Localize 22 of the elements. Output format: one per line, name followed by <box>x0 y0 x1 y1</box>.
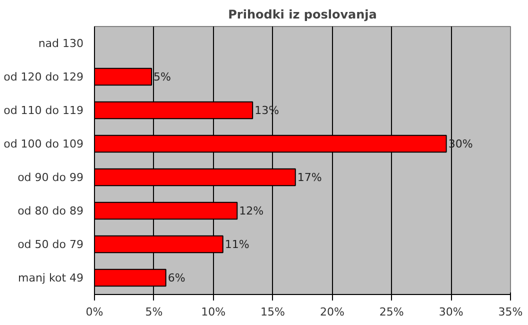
x-tick-label: 5% <box>145 306 163 318</box>
data-label: 12% <box>239 204 264 218</box>
chart-title: Prihodki iz poslovanja <box>228 8 377 22</box>
x-tick-label: 35% <box>498 306 523 318</box>
y-tick-label: od 90 do 99 <box>18 170 84 184</box>
y-tick-label: od 80 do 89 <box>18 204 84 218</box>
x-tick-label: 20% <box>320 306 344 318</box>
x-tick-label: 25% <box>379 306 404 318</box>
data-label: 17% <box>297 170 322 184</box>
x-tick-label: 15% <box>260 306 286 318</box>
y-tick-label: od 110 do 119 <box>4 104 84 117</box>
data-label: 6% <box>168 271 186 284</box>
data-label: 5% <box>154 70 172 84</box>
x-tick-label: 10% <box>201 306 226 318</box>
y-tick-label: od 100 do 109 <box>4 137 84 150</box>
y-tick-label: od 50 do 79 <box>18 238 84 251</box>
y-tick-label: od 120 do 129 <box>4 70 84 84</box>
y-tick-label: nad 130 <box>38 36 84 50</box>
x-tick-label: 0% <box>86 306 104 318</box>
x-tick-label: 30% <box>438 306 464 318</box>
y-tick-label: manj kot 49 <box>18 271 84 284</box>
data-label: 11% <box>224 238 250 251</box>
